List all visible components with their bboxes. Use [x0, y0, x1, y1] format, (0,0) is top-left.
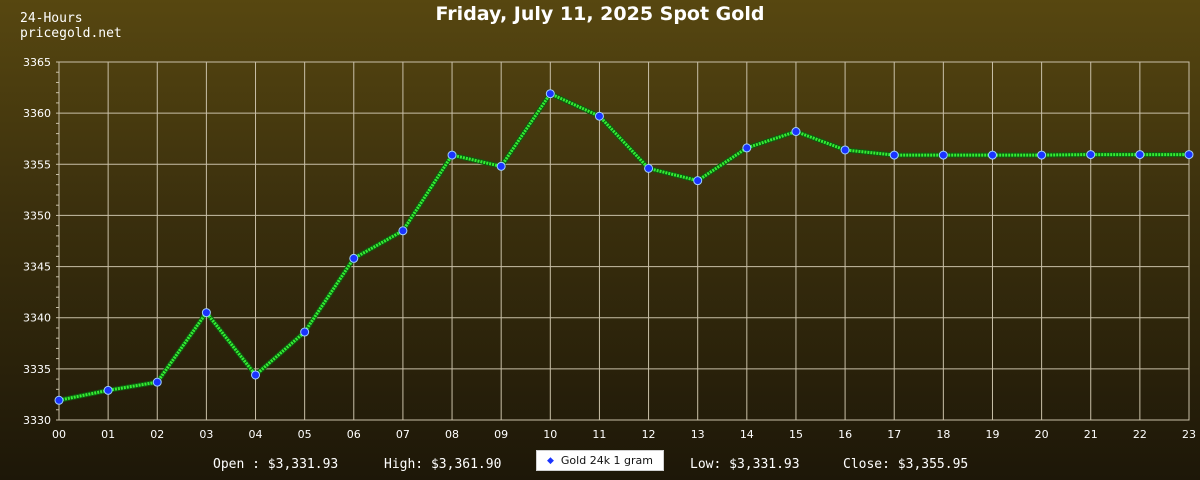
data-point [594, 111, 604, 121]
y-tick-label: 3335 [23, 363, 51, 376]
data-point [300, 327, 310, 337]
data-point [840, 145, 850, 155]
open-price: Open : $3,331.93 [213, 457, 339, 472]
data-point [742, 143, 752, 153]
data-point [152, 377, 162, 387]
data-point [693, 176, 703, 186]
x-tick-label: 13 [691, 428, 705, 441]
data-point [1184, 150, 1194, 160]
low-price: Low: $3,331.93 [690, 457, 800, 472]
data-point [54, 395, 64, 405]
x-tick-label: 14 [740, 428, 754, 441]
y-tick-label: 3350 [23, 209, 51, 222]
legend-marker-icon: ◆ [546, 455, 554, 466]
footer-stats: Open : $3,331.93 High: $3,361.90 ◆ Gold … [0, 449, 1200, 477]
data-point [349, 253, 359, 263]
x-tick-label: 11 [592, 428, 606, 441]
x-tick-label: 03 [199, 428, 213, 441]
data-point [791, 127, 801, 137]
x-tick-label: 05 [298, 428, 312, 441]
data-point [398, 226, 408, 236]
x-tick-label: 12 [642, 428, 656, 441]
x-tick-label: 06 [347, 428, 361, 441]
y-tick-label: 3340 [23, 312, 51, 325]
brand: 24-Hours pricegold.net [20, 11, 122, 41]
data-point [644, 163, 654, 173]
x-tick-label: 18 [936, 428, 950, 441]
high-price: High: $3,361.90 [384, 457, 502, 472]
x-tick-label: 23 [1182, 428, 1196, 441]
data-point [103, 385, 113, 395]
close-price: Close: $3,355.95 [843, 457, 969, 472]
x-tick-label: 15 [789, 428, 803, 441]
x-tick-label: 08 [445, 428, 459, 441]
data-point [447, 150, 457, 160]
data-point [938, 150, 948, 160]
plot-frame [58, 61, 1190, 421]
x-tick-label: 01 [101, 428, 115, 441]
x-tick-label: 04 [249, 428, 263, 441]
data-point [1086, 150, 1096, 160]
x-tick-label: 22 [1133, 428, 1147, 441]
y-tick-label: 3365 [23, 56, 51, 69]
x-tick-label: 19 [985, 428, 999, 441]
data-point [251, 370, 261, 380]
y-tick-label: 3355 [23, 158, 51, 171]
x-tick-label: 20 [1035, 428, 1049, 441]
price-chart: 3330 3335 3340 3345 3350 3355 3360 3365 00 01 02 03… [23, 56, 1196, 441]
site-label: pricegold.net [20, 26, 122, 41]
period-label: 24-Hours [20, 11, 83, 26]
data-point [545, 89, 555, 99]
data-point [1135, 150, 1145, 160]
x-tick-label: 00 [52, 428, 66, 441]
x-tick-label: 10 [543, 428, 557, 441]
legend-series-name: Gold 24k 1 gram [560, 454, 654, 467]
y-tick-label: 3360 [23, 107, 51, 120]
data-point [1037, 150, 1047, 160]
chart-title: Friday, July 11, 2025 Spot Gold [435, 3, 765, 25]
x-tick-label: 07 [396, 428, 410, 441]
data-point [889, 150, 899, 160]
x-tick-label: 02 [150, 428, 164, 441]
chart-legend: ◆ Gold 24k 1 gram [536, 450, 664, 471]
series-line-shadow [58, 91, 1189, 403]
x-tick-label: 21 [1084, 428, 1098, 441]
x-tick-label: 17 [887, 428, 901, 441]
data-point [496, 161, 506, 171]
data-point [987, 150, 997, 160]
x-tick-label: 16 [838, 428, 852, 441]
series-line [58, 92, 1189, 402]
y-tick-label: 3330 [23, 414, 51, 427]
data-point [201, 308, 211, 318]
x-tick-label: 09 [494, 428, 508, 441]
y-tick-label: 3345 [23, 261, 51, 274]
